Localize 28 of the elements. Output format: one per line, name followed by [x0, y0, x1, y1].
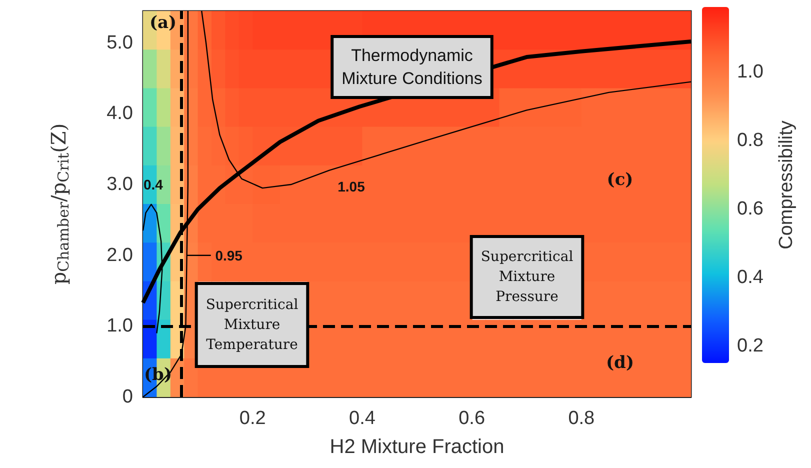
- y-tick-label: 2.0: [106, 244, 133, 266]
- color-bar-title: Compressibility: [776, 120, 797, 250]
- y-tick-label: 1.0: [106, 316, 133, 337]
- y-tick-label: 3.0: [106, 174, 133, 196]
- x-tick-label: 0.8: [568, 408, 595, 429]
- annotation: 1.05: [338, 178, 366, 195]
- annotation: (a): [149, 13, 177, 33]
- x-axis-title: H2 Mixture Fraction: [330, 436, 504, 458]
- color-bar-label: 1.0: [737, 62, 764, 83]
- annotation: (b): [144, 365, 172, 385]
- annotation: (c): [606, 170, 634, 190]
- x-tick-label: 0.6: [458, 408, 486, 429]
- annotation: Thermodynamic Mixture Conditions: [342, 46, 482, 88]
- color-bar-label: 0.4: [737, 266, 764, 288]
- annotation: 0.95: [215, 247, 243, 264]
- annotation: Supercritical Mixture Pressure: [480, 249, 574, 305]
- color-bar-label: 0.2: [737, 335, 764, 356]
- color-bar-label: 0.8: [737, 130, 764, 151]
- y-axis-title: pChamber/pCrit(Z): [46, 123, 72, 285]
- color-bar-label: 0.6: [737, 198, 764, 220]
- y-tick-label: 5.0: [106, 32, 133, 54]
- annotation: 0.4: [143, 176, 164, 192]
- y-tick-label: 0: [122, 386, 133, 408]
- x-tick-label: 0.2: [239, 408, 266, 429]
- annotation: (d): [606, 353, 634, 373]
- annotation: Supercritical Mixture Temperature: [206, 297, 299, 353]
- x-tick-label: 0.4: [348, 408, 376, 429]
- y-tick-label: 4.0: [106, 103, 133, 124]
